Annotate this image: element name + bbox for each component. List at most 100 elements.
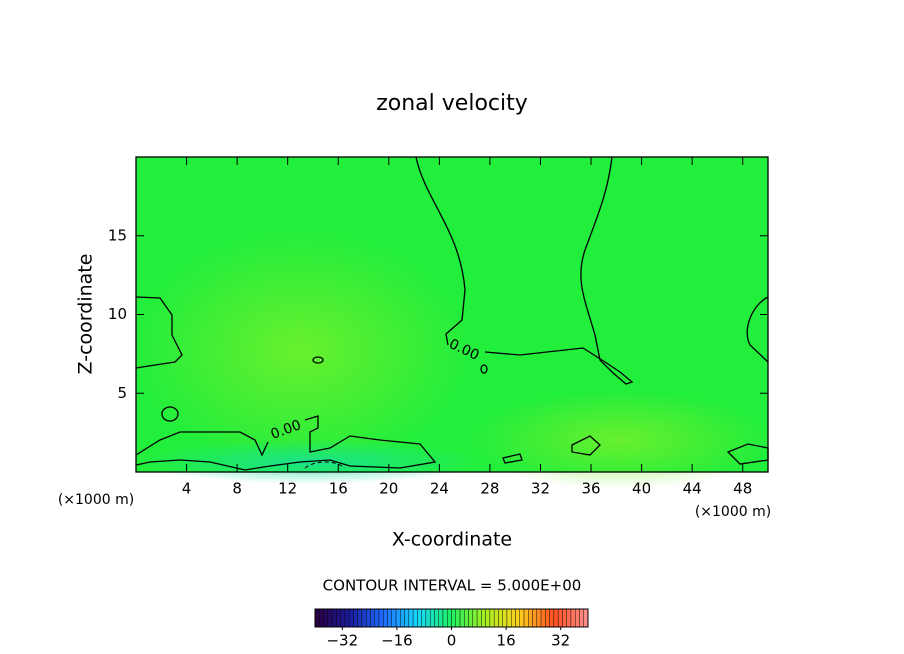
colorbar-cell — [523, 608, 529, 628]
y-tick-label: 10 — [108, 305, 127, 323]
contour-line-negative — [304, 461, 346, 469]
x-tick-label: 8 — [232, 480, 242, 498]
colorbar-cell — [464, 608, 469, 628]
x-unit-label: (×1000 m) — [58, 492, 134, 508]
colorbar-cell — [506, 608, 512, 628]
colorbar-cell — [575, 608, 580, 628]
colorbar-cell — [455, 608, 461, 628]
colorbar-cell — [545, 608, 550, 628]
colorbar-cell — [374, 608, 380, 628]
colorbar-cell — [472, 608, 478, 628]
colorbar-cell — [429, 608, 435, 628]
colorbar-cell — [485, 608, 491, 628]
contour-line — [746, 296, 769, 363]
colorbar-cell — [562, 608, 567, 628]
colorbar-cell — [583, 608, 589, 628]
x-tick-label: 48 — [733, 480, 752, 498]
colorbar-cell — [481, 608, 486, 628]
contour-line — [571, 435, 601, 456]
field-high — [470, 390, 770, 490]
colorbar-cell — [408, 608, 414, 628]
colorbar-cell — [327, 608, 333, 628]
colorbar-cell — [353, 608, 358, 628]
colorbar-cell — [528, 608, 533, 628]
colorbar-cell — [459, 608, 465, 628]
colorbar-cell — [395, 608, 401, 628]
colorbar-cell — [442, 608, 448, 628]
x-tick-label: 40 — [632, 480, 651, 498]
colorbar-cell — [540, 608, 546, 628]
contour-line — [312, 356, 324, 364]
contour-line — [161, 406, 179, 422]
colorbar-cell — [361, 608, 367, 628]
colorbar-cell — [502, 608, 508, 628]
colorbar-cell — [511, 608, 516, 628]
colorbar-cell — [489, 608, 495, 628]
colorbar-cell — [493, 608, 499, 628]
contour-line — [415, 156, 634, 385]
colorbar-cell — [404, 608, 410, 628]
x-tick-label: 44 — [683, 480, 702, 498]
colorbar-cell — [421, 608, 427, 628]
contour-line — [480, 364, 488, 374]
contour-interval: CONTOUR INTERVAL = 5.000E+00 — [323, 577, 582, 595]
colorbar-cell — [417, 608, 422, 628]
colorbar-cell — [314, 608, 320, 628]
colorbar-tick-label: −16 — [381, 632, 413, 650]
colorbar-cell — [425, 608, 431, 628]
colorbar-cell — [438, 608, 444, 628]
colorbar-cell — [323, 608, 328, 628]
colorbar-cell — [336, 608, 341, 628]
colorbar-cell — [412, 608, 418, 628]
colorbar-cell — [365, 608, 371, 628]
colorbar-cell — [476, 608, 482, 628]
colorbar-cell — [331, 608, 337, 628]
colorbar-cell — [498, 608, 503, 628]
colorbar-cell — [348, 608, 354, 628]
colorbar-cell — [532, 608, 538, 628]
chart-title: zonal velocity — [376, 91, 528, 116]
colorbar-cell — [451, 608, 456, 628]
colorbar-cell — [378, 608, 384, 628]
y-tick-label: 15 — [108, 226, 127, 244]
field-high — [130, 230, 470, 470]
colorbar-cell — [383, 608, 388, 628]
colorbar-cell — [319, 608, 324, 628]
colorbar-cell — [400, 608, 405, 628]
x-unit-label: (×1000 m) — [695, 504, 771, 520]
colorbar-cell — [340, 608, 346, 628]
colorbar-tick-label: 16 — [497, 632, 516, 650]
colorbar-cell — [468, 608, 474, 628]
colorbar-cell — [566, 608, 572, 628]
colorbar-tick-label: 32 — [551, 632, 570, 650]
x-tick-label: 24 — [430, 480, 449, 498]
colorbar-cell — [391, 608, 397, 628]
colorbar-cell — [557, 608, 563, 628]
x-tick-label: 28 — [480, 480, 499, 498]
contour-line — [135, 415, 437, 471]
plot-area: 0.000.00 — [130, 156, 770, 490]
colorbar-cell — [344, 608, 350, 628]
x-tick-label: 4 — [182, 480, 192, 498]
field-low — [140, 440, 480, 484]
contour-line — [135, 296, 183, 369]
colorbar-cell — [447, 608, 452, 628]
x-tick-label: 32 — [531, 480, 550, 498]
colorbar-cell — [370, 608, 375, 628]
colorbar-cell — [553, 608, 559, 628]
y-axis-label: Z-coordinate — [75, 254, 97, 375]
y-tick-label: 5 — [117, 384, 127, 402]
x-tick-label: 12 — [278, 480, 297, 498]
colorbar-cell — [357, 608, 363, 628]
x-tick-label: 36 — [581, 480, 600, 498]
colorbar-cell — [387, 608, 392, 628]
colorbar-cell — [570, 608, 576, 628]
x-tick-label: 20 — [379, 480, 398, 498]
contour-line — [502, 453, 523, 464]
x-tick-label: 16 — [329, 480, 348, 498]
colorbar-cell — [515, 608, 520, 628]
colorbar-cell — [434, 608, 439, 628]
x-axis-label: X-coordinate — [392, 529, 512, 551]
colorbar-cell — [579, 608, 584, 628]
